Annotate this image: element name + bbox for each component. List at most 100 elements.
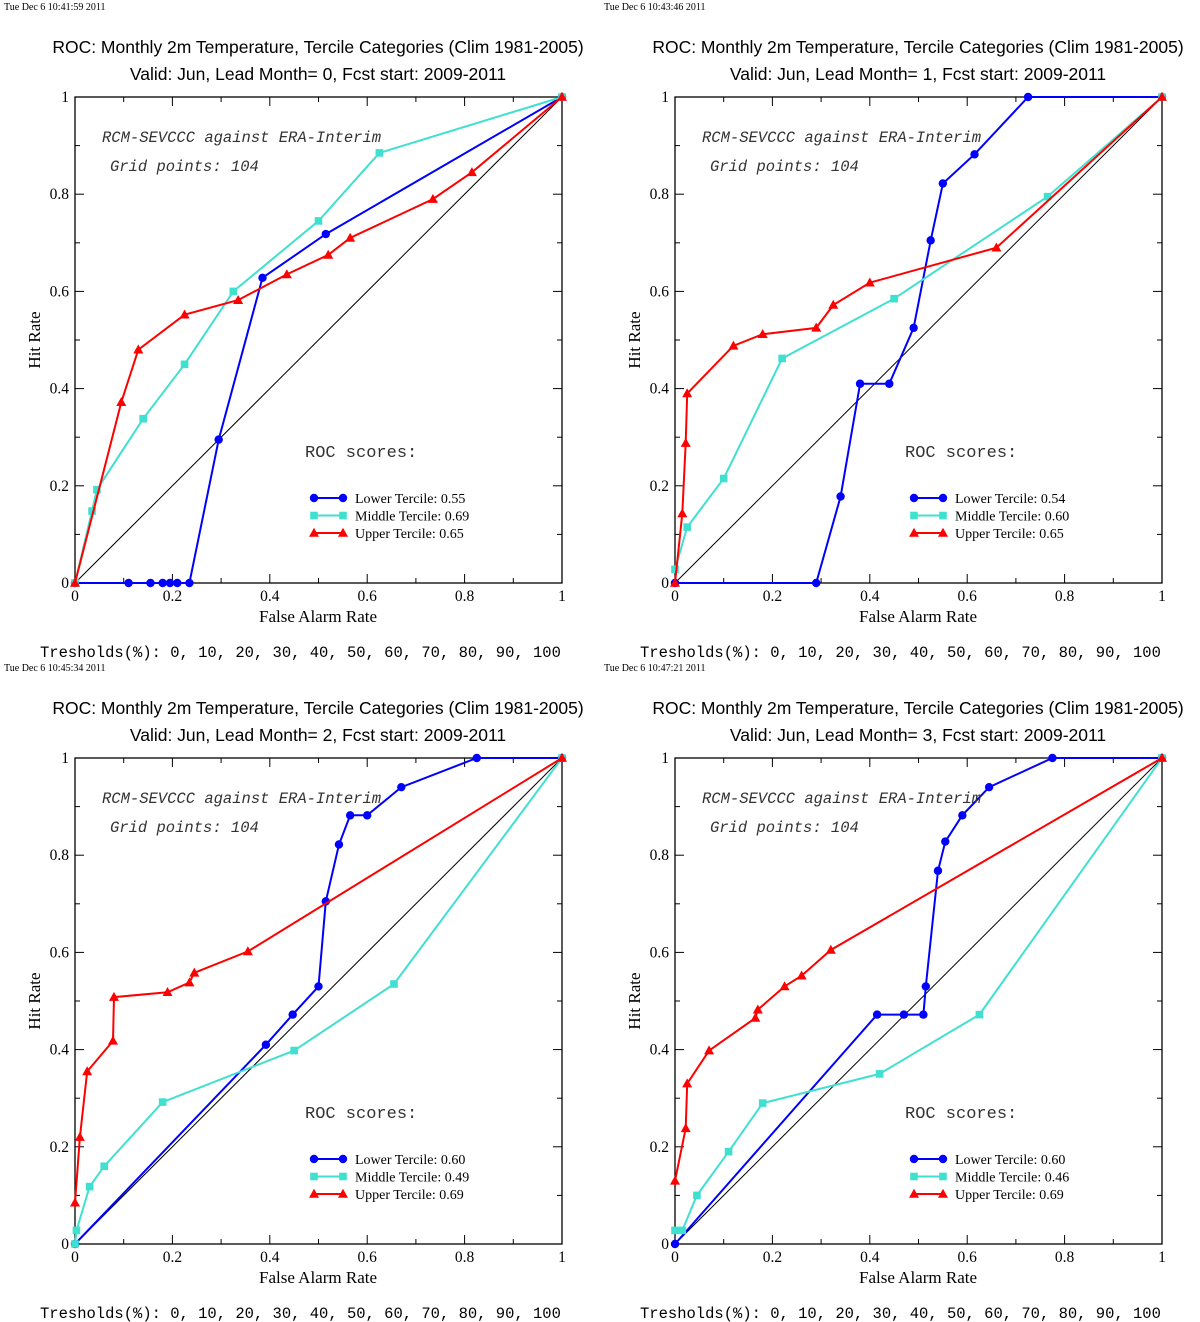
legend: Lower Tercile: 0.60 Middle Tercile: 0.46 U… <box>909 1153 1069 1203</box>
x-tick-label: 0.8 <box>1055 588 1075 605</box>
y-tick-label: 0 <box>661 575 669 592</box>
data-point <box>682 388 693 398</box>
x-tick-label: 0.6 <box>358 588 378 605</box>
data-point <box>233 294 244 304</box>
data-point <box>864 277 875 287</box>
roc-chart-svg: Tue Dec 6 10:41:59 2011 ROC: Monthly 2m … <box>4 2 584 661</box>
series-line <box>74 757 563 1245</box>
legend-entry: Middle Tercile: 0.49 <box>310 1171 469 1186</box>
chart-subtitle: Valid: Jun, Lead Month= 3, Fcst start: 2… <box>730 725 1106 745</box>
grid-points-annotation: Grid points: 104 <box>710 158 859 176</box>
data-point <box>677 508 688 518</box>
data-point <box>85 1182 94 1191</box>
legend-label: Upper Tercile: 0.69 <box>355 1188 464 1203</box>
y-tick-label: 0.8 <box>650 186 670 203</box>
chart-title: ROC: Monthly 2m Temperature, Tercile Cat… <box>652 37 1183 57</box>
data-point <box>670 1239 680 1249</box>
x-tick-label: 0.4 <box>860 1249 880 1266</box>
x-tick-label: 0.2 <box>763 588 782 605</box>
x-tick-label: 0 <box>671 1249 679 1266</box>
data-point <box>165 578 175 588</box>
legend-marker <box>309 1154 319 1164</box>
legend-marker <box>339 511 347 520</box>
data-point <box>899 1010 909 1019</box>
grid-points-annotation: Grid points: 104 <box>110 819 259 837</box>
legend-marker <box>938 493 948 503</box>
data-point <box>958 811 967 820</box>
legend-entry: Middle Tercile: 0.60 <box>910 510 1069 525</box>
data-point <box>1023 92 1033 102</box>
data-point <box>750 1012 761 1022</box>
series-triangle <box>670 91 1167 587</box>
legend-marker <box>909 1188 919 1198</box>
y-tick-label: 0.6 <box>50 283 70 300</box>
data-point <box>909 323 918 333</box>
x-tick-label: 1 <box>1158 588 1166 605</box>
data-point <box>258 273 267 282</box>
data-point <box>941 837 950 846</box>
legend-label: Upper Tercile: 0.65 <box>955 527 1064 542</box>
no-skill-diagonal <box>74 96 563 584</box>
data-point <box>139 414 147 423</box>
data-point <box>693 1191 701 1200</box>
legend-label: Middle Tercile: 0.49 <box>355 1171 469 1186</box>
timestamp: Tue Dec 6 10:43:46 2011 <box>604 2 705 13</box>
data-point <box>890 294 898 303</box>
plot-area: 0 0.2 0.4 0.6 0.8 1 0 0.2 0.4 0.6 0.8 1 <box>50 89 567 605</box>
x-tick-label: 0.6 <box>958 588 978 605</box>
plot-area: 0 0.2 0.4 0.6 0.8 1 0 0.2 0.4 0.6 0.8 1 <box>650 750 1167 1266</box>
series-line <box>74 757 563 1203</box>
data-point <box>1157 91 1167 101</box>
y-tick-label: 0.2 <box>50 478 69 495</box>
data-point <box>345 232 356 242</box>
x-axis-label: False Alarm Rate <box>859 1268 977 1287</box>
data-point <box>752 1004 763 1014</box>
legend-marker <box>339 1172 347 1181</box>
data-point <box>288 1010 297 1019</box>
chart-title: ROC: Monthly 2m Temperature, Tercile Cat… <box>52 698 583 718</box>
data-point <box>185 578 194 588</box>
legend-entry: Upper Tercile: 0.69 <box>909 1188 1064 1203</box>
y-tick-label: 0.4 <box>650 1042 670 1059</box>
roc-chart-svg: Tue Dec 6 10:47:21 2011 ROC: Monthly 2m … <box>604 663 1184 1322</box>
data-point <box>855 379 865 388</box>
data-point <box>719 474 728 483</box>
legend-marker <box>338 527 348 537</box>
data-point <box>321 897 331 906</box>
timestamp: Tue Dec 6 10:41:59 2011 <box>4 2 105 13</box>
data-point <box>704 1045 715 1055</box>
data-point <box>133 344 144 354</box>
data-point <box>107 1035 118 1045</box>
legend-entry: Middle Tercile: 0.69 <box>310 510 469 525</box>
roc-panel-lead-2: Tue Dec 6 10:45:34 2011 ROC: Monthly 2m … <box>0 661 600 1322</box>
x-tick-label: 0.2 <box>163 1249 182 1266</box>
x-tick-label: 0.6 <box>358 1249 378 1266</box>
data-point <box>229 287 238 296</box>
data-point <box>162 987 173 997</box>
legend-marker <box>938 1154 948 1164</box>
data-point <box>919 1010 928 1019</box>
data-point <box>189 967 200 977</box>
legend-label: Upper Tercile: 0.65 <box>355 527 464 542</box>
data-point <box>836 492 845 501</box>
roc-scores-title: ROC scores: <box>905 1105 1017 1124</box>
roc-panel-lead-1: Tue Dec 6 10:43:46 2011 ROC: Monthly 2m … <box>600 0 1200 661</box>
y-tick-label: 0.6 <box>50 944 70 961</box>
data-point <box>363 811 372 820</box>
data-point <box>758 1099 767 1107</box>
legend-label: Middle Tercile: 0.46 <box>955 1171 1069 1186</box>
legend-label: Lower Tercile: 0.55 <box>355 492 465 507</box>
x-tick-label: 0.4 <box>860 588 880 605</box>
data-point <box>757 328 768 338</box>
data-point <box>724 1147 733 1156</box>
timestamp: Tue Dec 6 10:47:21 2011 <box>604 663 705 674</box>
data-point <box>670 577 680 587</box>
data-point <box>173 578 182 588</box>
data-point <box>71 1240 79 1248</box>
x-tick-label: 0.4 <box>260 588 280 605</box>
legend-marker <box>309 493 319 503</box>
y-tick-label: 0.8 <box>50 186 70 203</box>
data-point <box>375 149 384 157</box>
data-point <box>214 435 223 444</box>
data-point <box>472 753 481 763</box>
